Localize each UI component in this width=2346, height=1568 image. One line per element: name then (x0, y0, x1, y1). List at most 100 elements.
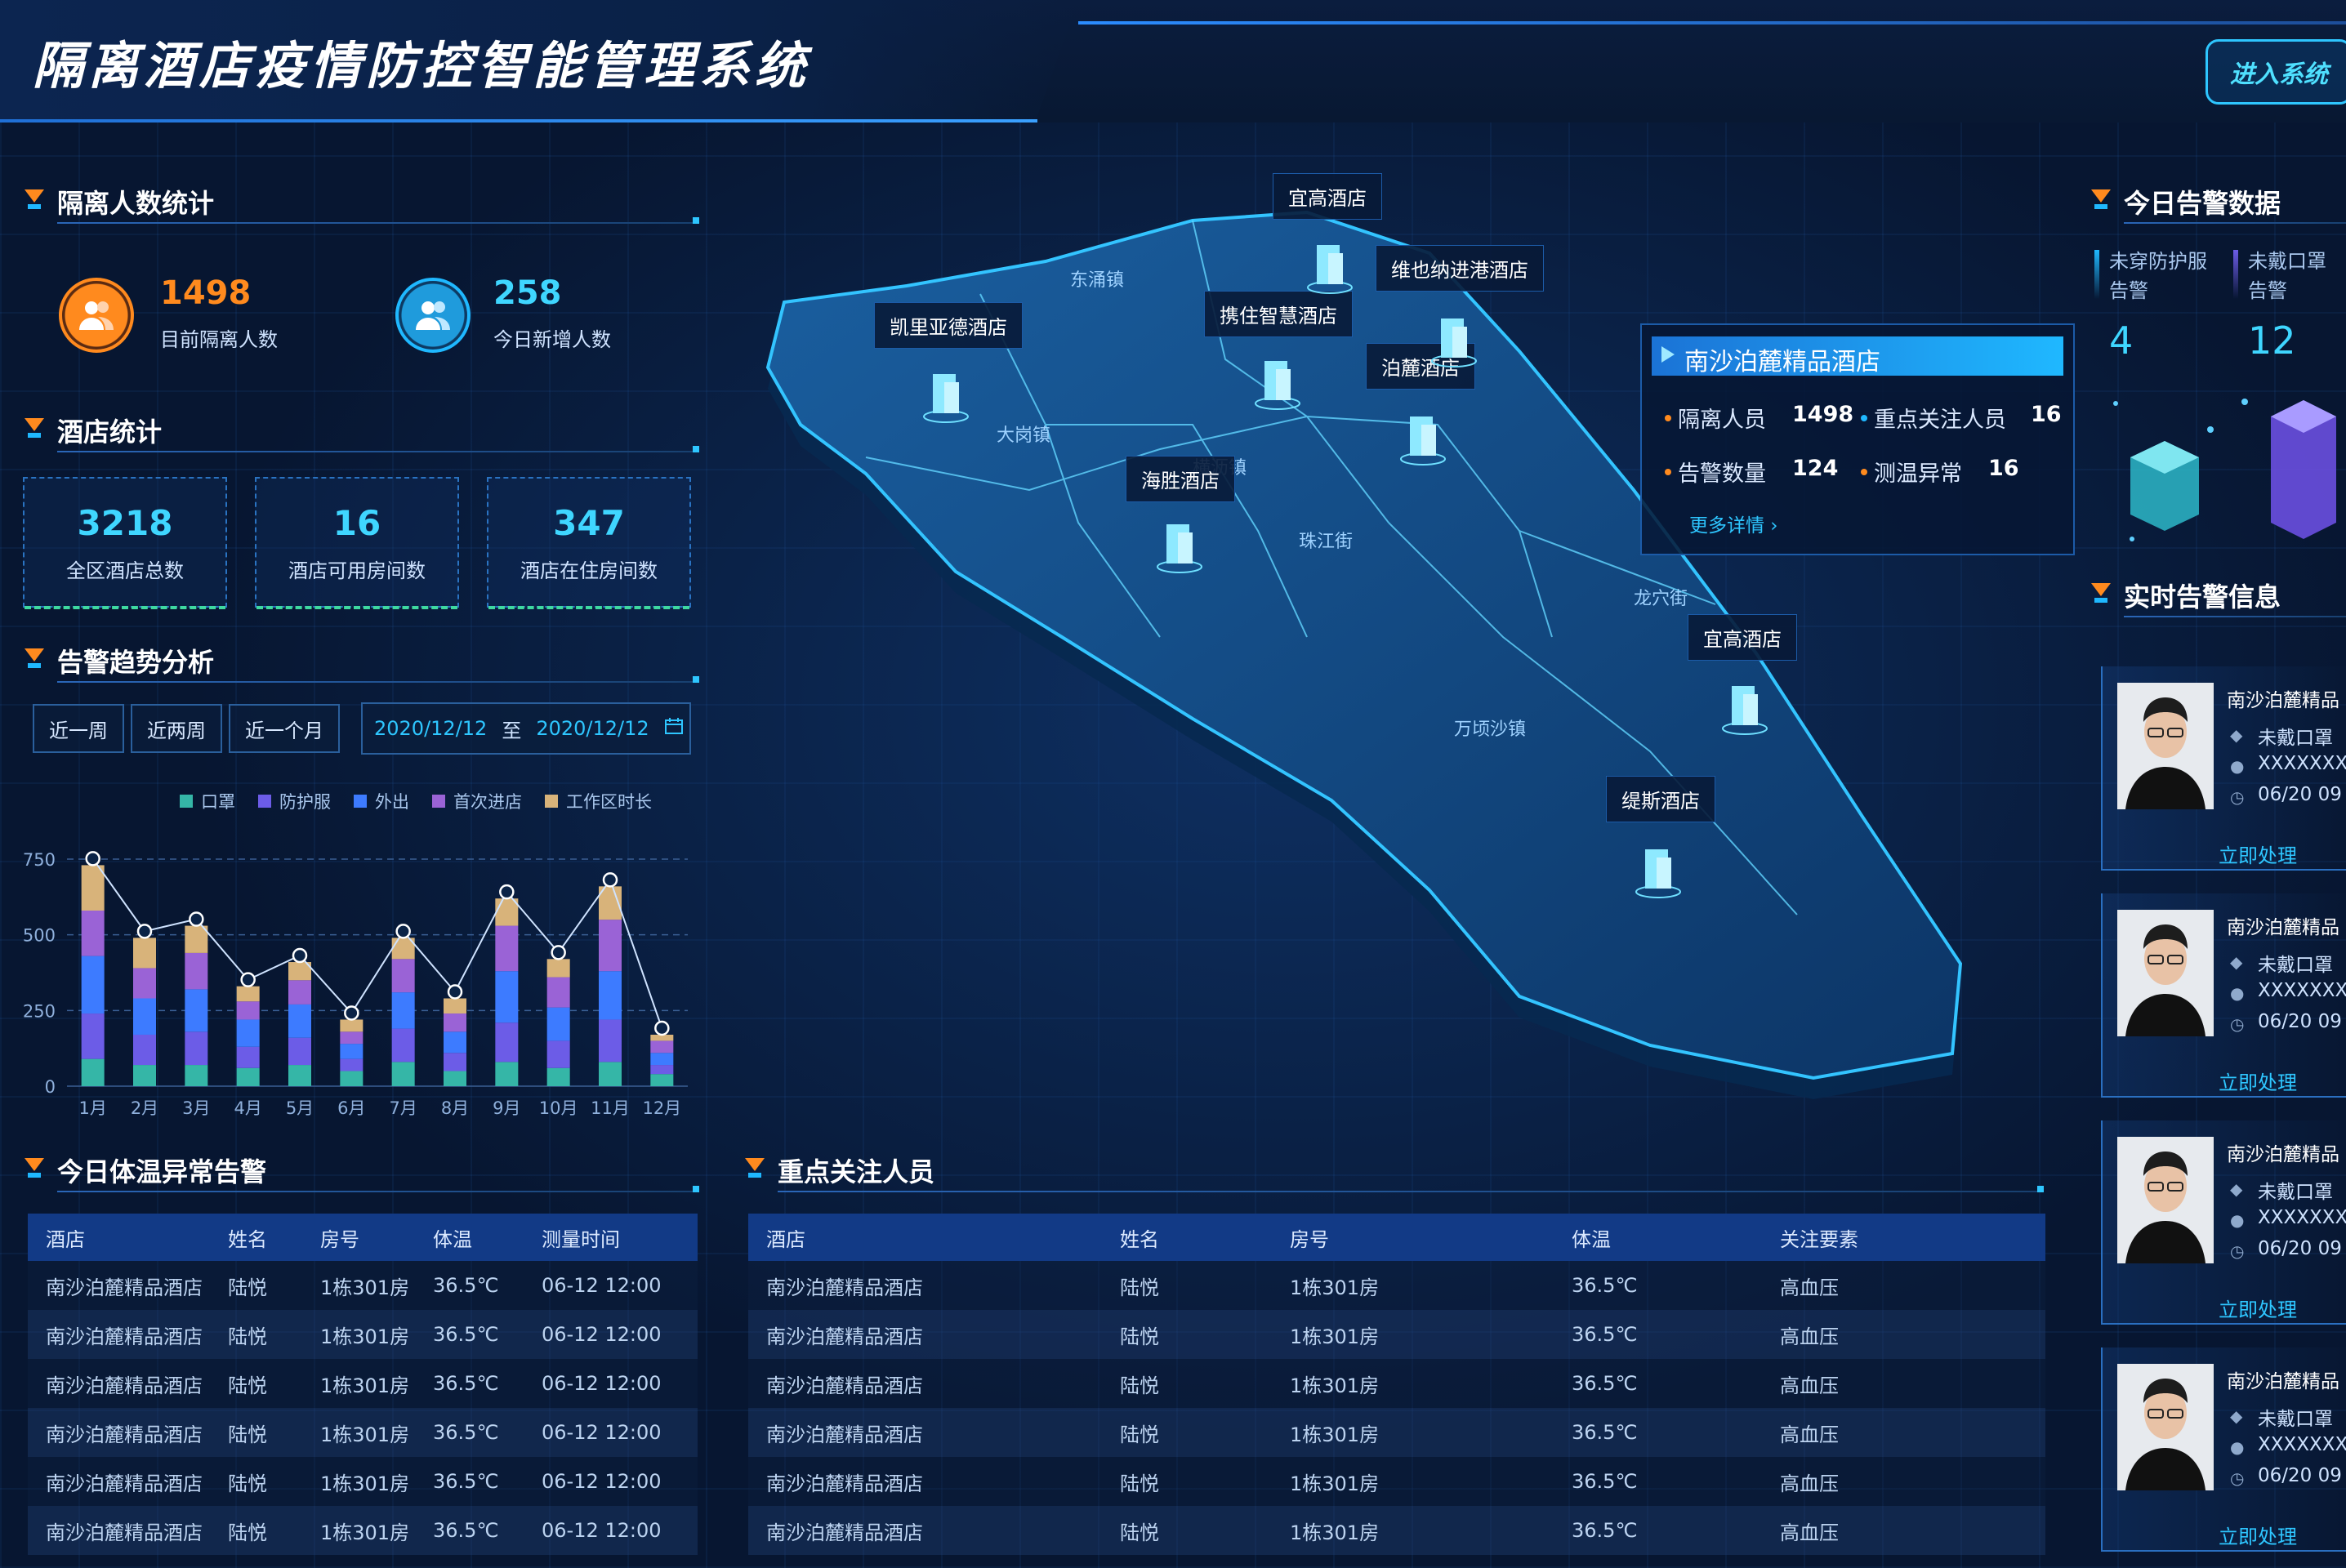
column-header: 测量时间 (524, 1214, 698, 1261)
table-row[interactable]: 南沙泊麓精品酒店 陆悦 1栋301房 36.5℃ 高血压 (748, 1261, 2045, 1310)
alarm-card[interactable]: 南沙泊麓精品 ◆ 未戴口罩 ● XXXXXXX ◷ 06/20 09 立即处理 (2101, 666, 2346, 871)
bar-segment (81, 911, 105, 956)
bar-segment (444, 1031, 466, 1054)
calendar-icon[interactable] (664, 716, 684, 741)
bar-segment (650, 1074, 674, 1086)
table-cell: 南沙泊麓精品酒店 (748, 1261, 1102, 1310)
person-photo (2117, 1364, 2214, 1490)
table-cell: 南沙泊麓精品酒店 (28, 1457, 210, 1506)
range-one-week-button[interactable]: 近一周 (33, 704, 124, 753)
date-from[interactable]: 2020/12/12 (374, 717, 488, 740)
total-point (551, 945, 566, 960)
table-row[interactable]: 南沙泊麓精品酒店 陆悦 1栋301房 36.5℃ 06-12 12:00 (28, 1310, 698, 1359)
building-icon[interactable] (1431, 310, 1477, 371)
map-pin[interactable]: 宜高酒店 (1273, 173, 1382, 220)
table-cell: 高血压 (1762, 1408, 2045, 1457)
building-icon[interactable] (923, 366, 969, 426)
popup-more-link[interactable]: 更多详情 › (1689, 515, 1778, 537)
table-cell: 陆悦 (1102, 1506, 1272, 1555)
bar-segment (340, 1031, 363, 1045)
map-pin[interactable]: 维也纳进港酒店 (1376, 245, 1544, 292)
table-cell: 陆悦 (210, 1408, 302, 1457)
no-mask-label-2: 告警 (2248, 279, 2287, 302)
table-cell: 南沙泊麓精品酒店 (28, 1506, 210, 1555)
card-hotel: 南沙泊麓精品 (2227, 690, 2339, 711)
card-time: 06/20 09 (2258, 1011, 2342, 1032)
section-marker-icon (2091, 189, 2111, 203)
x-tick-label: 3月 (182, 1098, 210, 1118)
date-to[interactable]: 2020/12/12 (536, 717, 649, 740)
pin-label[interactable]: 海胜酒店 (1126, 456, 1235, 502)
no-mask-value: 12 (2248, 318, 2296, 363)
table-row[interactable]: 南沙泊麓精品酒店 陆悦 1栋301房 36.5℃ 06-12 12:00 (28, 1506, 698, 1555)
pin-label[interactable]: 携住智慧酒店 (1204, 291, 1353, 337)
bar-segment (650, 1034, 674, 1041)
table-cell: 1栋301房 (302, 1457, 415, 1506)
date-range-picker[interactable]: 2020/12/12 至 2020/12/12 (361, 702, 691, 755)
table-row[interactable]: 南沙泊麓精品酒店 陆悦 1栋301房 36.5℃ 06-12 12:00 (28, 1457, 698, 1506)
pin-label[interactable]: 凯里亚德酒店 (874, 302, 1023, 349)
hotel-total-card: 3218 全区酒店总数 (23, 477, 227, 609)
x-tick-label: 9月 (493, 1098, 520, 1118)
card-person-id: XXXXXXX (2258, 1434, 2346, 1455)
table-row[interactable]: 南沙泊麓精品酒店 陆悦 1栋301房 36.5℃ 高血压 (748, 1359, 2045, 1408)
alarm-card[interactable]: 南沙泊麓精品 ◆ 未戴口罩 ● XXXXXXX ◷ 06/20 09 立即处理 (2101, 1348, 2346, 1552)
total-point (447, 984, 463, 1000)
building-icon[interactable] (1400, 408, 1446, 469)
tag-icon: ◆ (2230, 1406, 2243, 1426)
table-row[interactable]: 南沙泊麓精品酒店 陆悦 1栋301房 36.5℃ 06-12 12:00 (28, 1408, 698, 1457)
enter-system-button[interactable]: 进入系统 (2206, 39, 2346, 105)
map-pin[interactable]: 宜高酒店 (1688, 614, 1797, 661)
bar-segment (288, 1037, 311, 1066)
table-cell: 1栋301房 (1272, 1457, 1554, 1506)
map-pin[interactable]: 缇斯酒店 (1606, 776, 1715, 822)
card-time: 06/20 09 (2258, 1465, 2342, 1486)
handle-now-button[interactable]: 立即处理 (2219, 1298, 2297, 1321)
table-cell: 高血压 (1762, 1310, 2045, 1359)
table-cell: 1栋301房 (302, 1310, 415, 1359)
bar-segment (185, 925, 208, 953)
alarm-card[interactable]: 南沙泊麓精品 ◆ 未戴口罩 ● XXXXXXX ◷ 06/20 09 立即处理 (2101, 1120, 2346, 1325)
table-row[interactable]: 南沙泊麓精品酒店 陆悦 1栋301房 36.5℃ 高血压 (748, 1310, 2045, 1359)
map-pin[interactable]: 凯里亚德酒店 (874, 302, 1023, 349)
map-pin[interactable]: 携住智慧酒店 (1204, 291, 1353, 337)
total-point (395, 924, 411, 939)
building-icon[interactable] (1635, 841, 1681, 902)
map-pin[interactable]: 海胜酒店 (1126, 456, 1235, 502)
column-header: 体温 (415, 1214, 524, 1261)
card-alarm-type: 未戴口罩 (2258, 728, 2333, 749)
table-row[interactable]: 南沙泊麓精品酒店 陆悦 1栋301房 36.5℃ 高血压 (748, 1457, 2045, 1506)
building-icon[interactable] (1722, 678, 1768, 738)
table-cell: 陆悦 (1102, 1359, 1272, 1408)
pin-label[interactable]: 缇斯酒店 (1606, 776, 1715, 822)
range-one-month-button[interactable]: 近一个月 (229, 704, 340, 753)
building-icon[interactable] (1157, 516, 1202, 577)
pin-label[interactable]: 宜高酒店 (1688, 614, 1797, 661)
section-marker-icon (25, 418, 44, 431)
y-tick-label: 250 (23, 1001, 56, 1021)
alarm-card[interactable]: 南沙泊麓精品 ◆ 未戴口罩 ● XXXXXXX ◷ 06/20 09 立即处理 (2101, 893, 2346, 1098)
x-tick-label: 12月 (642, 1098, 681, 1118)
section-title: 酒店统计 (57, 416, 163, 448)
range-two-weeks-button[interactable]: 近两周 (131, 704, 222, 753)
pin-label[interactable]: 宜高酒店 (1273, 173, 1382, 220)
table-row[interactable]: 南沙泊麓精品酒店 陆悦 1栋301房 36.5℃ 高血压 (748, 1408, 2045, 1457)
table-row[interactable]: 南沙泊麓精品酒店 陆悦 1栋301房 36.5℃ 06-12 12:00 (28, 1359, 698, 1408)
temp-alerts-table: 酒店 姓名 房号 体温 测量时间 南沙泊麓精品酒店 陆悦 1栋301房 36.5℃ 06… (28, 1214, 698, 1555)
table-row[interactable]: 南沙泊麓精品酒店 陆悦 1栋301房 36.5℃ 高血压 (748, 1506, 2045, 1555)
popup-alarm-value: 124 (1792, 456, 1839, 481)
handle-now-button[interactable]: 立即处理 (2219, 1526, 2297, 1548)
x-tick-label: 5月 (286, 1098, 314, 1118)
pin-label[interactable]: 维也纳进港酒店 (1376, 245, 1544, 292)
tag-icon: ◆ (2230, 1179, 2243, 1199)
handle-now-button[interactable]: 立即处理 (2219, 844, 2297, 867)
legend-item: 防护服 (258, 789, 331, 813)
user-icon: ● (2230, 1437, 2245, 1457)
handle-now-button[interactable]: 立即处理 (2219, 1071, 2297, 1094)
table-row[interactable]: 南沙泊麓精品酒店 陆悦 1栋301房 36.5℃ 06-12 12:00 (28, 1261, 698, 1310)
bar-segment (546, 1007, 570, 1041)
building-icon[interactable] (1255, 353, 1300, 413)
legend-label: 工作区时长 (566, 792, 652, 812)
building-icon[interactable] (1307, 237, 1353, 297)
bar-segment (236, 1001, 260, 1020)
